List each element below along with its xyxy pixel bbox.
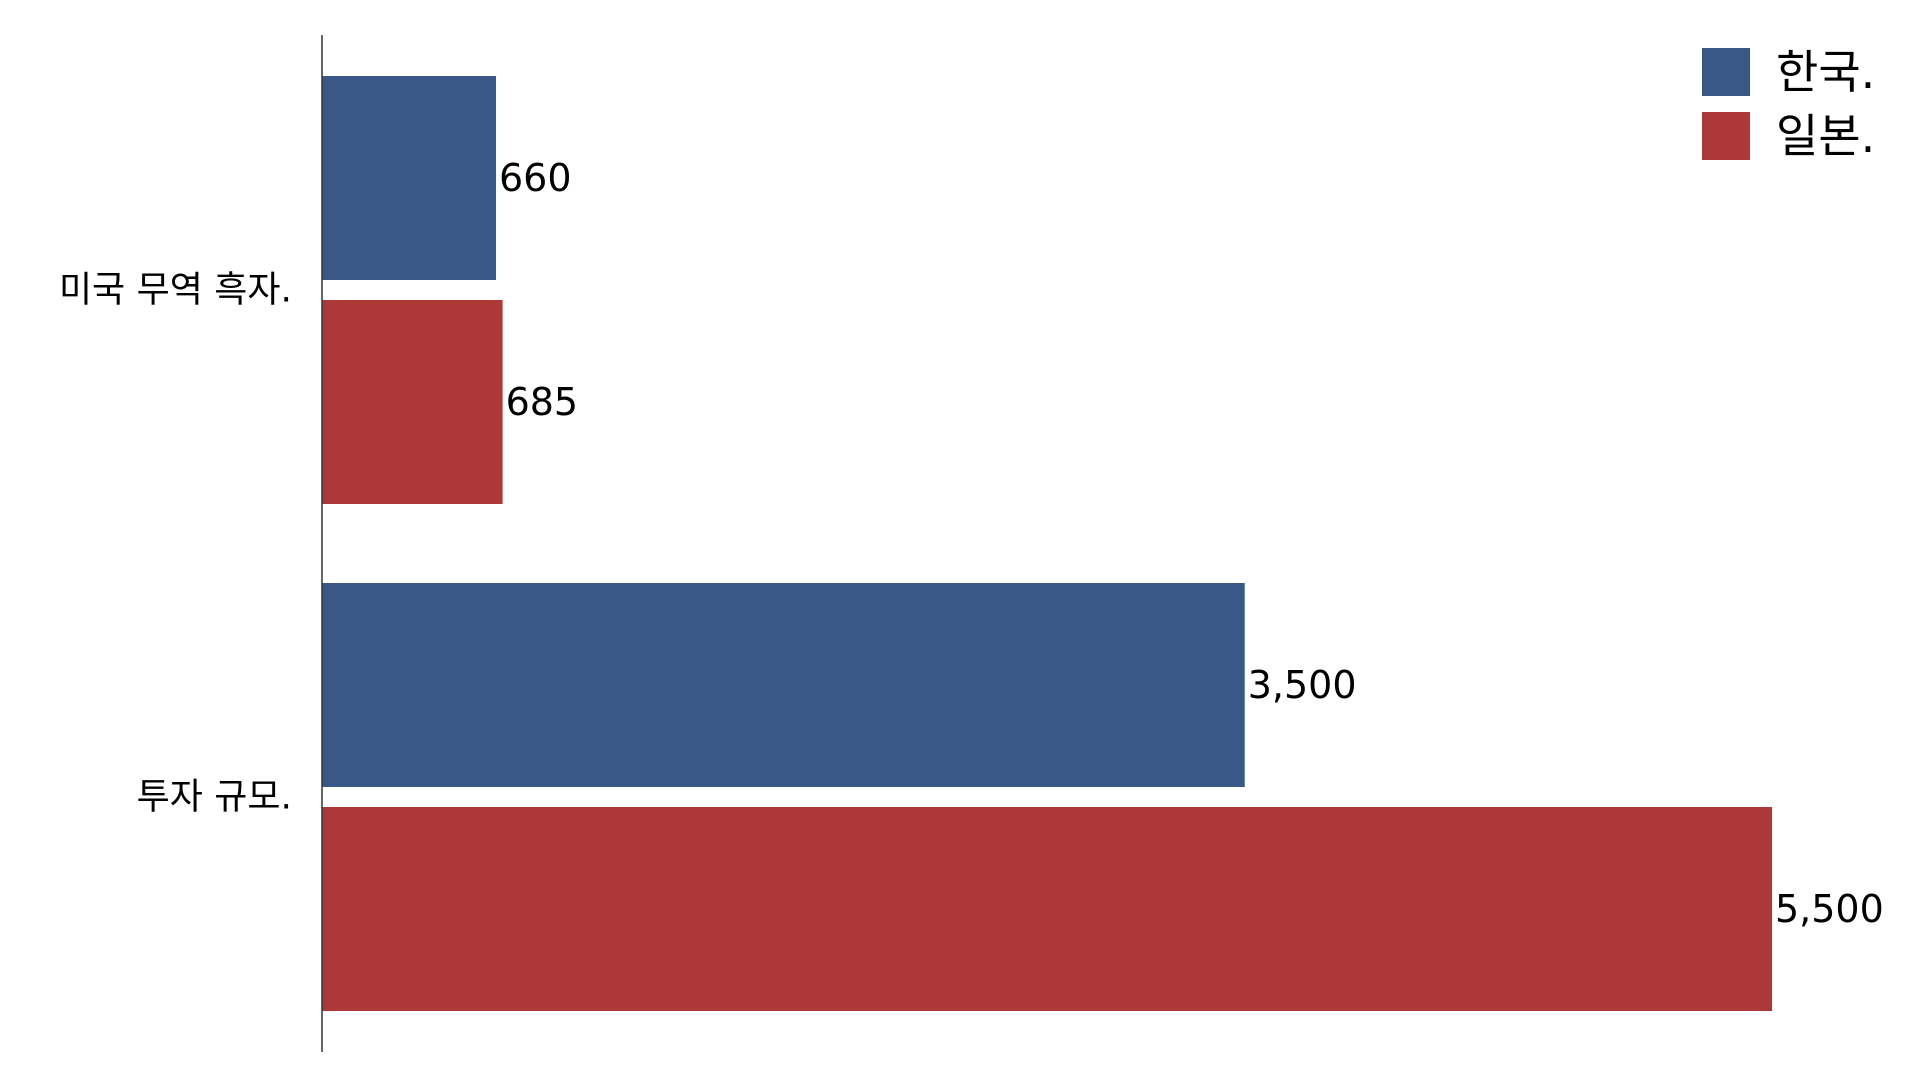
- bar-japan-1: [322, 807, 1772, 1011]
- legend: 한국. 일본.: [1702, 45, 1875, 163]
- bar-japan-0: [322, 300, 503, 504]
- data-label-korea-0: 660: [499, 156, 572, 200]
- bar-korea-1: [322, 583, 1245, 787]
- category-label-1: 투자 규모.: [137, 777, 292, 818]
- bars-layer: [322, 76, 1772, 1011]
- legend-swatch-korea: [1702, 48, 1750, 96]
- labels-layer: 660 685 미국 무역 흑자. 3,500 5,500 투자 규모.: [59, 156, 1884, 931]
- legend-swatch-japan: [1702, 112, 1750, 160]
- data-label-korea-1: 3,500: [1248, 663, 1357, 707]
- legend-label-japan: 일본.: [1776, 109, 1875, 163]
- legend-label-korea: 한국.: [1776, 45, 1875, 99]
- data-label-japan-1: 5,500: [1775, 887, 1884, 931]
- data-label-japan-0: 685: [506, 380, 579, 424]
- category-label-0: 미국 무역 흑자.: [59, 270, 292, 311]
- bar-korea-0: [322, 76, 496, 280]
